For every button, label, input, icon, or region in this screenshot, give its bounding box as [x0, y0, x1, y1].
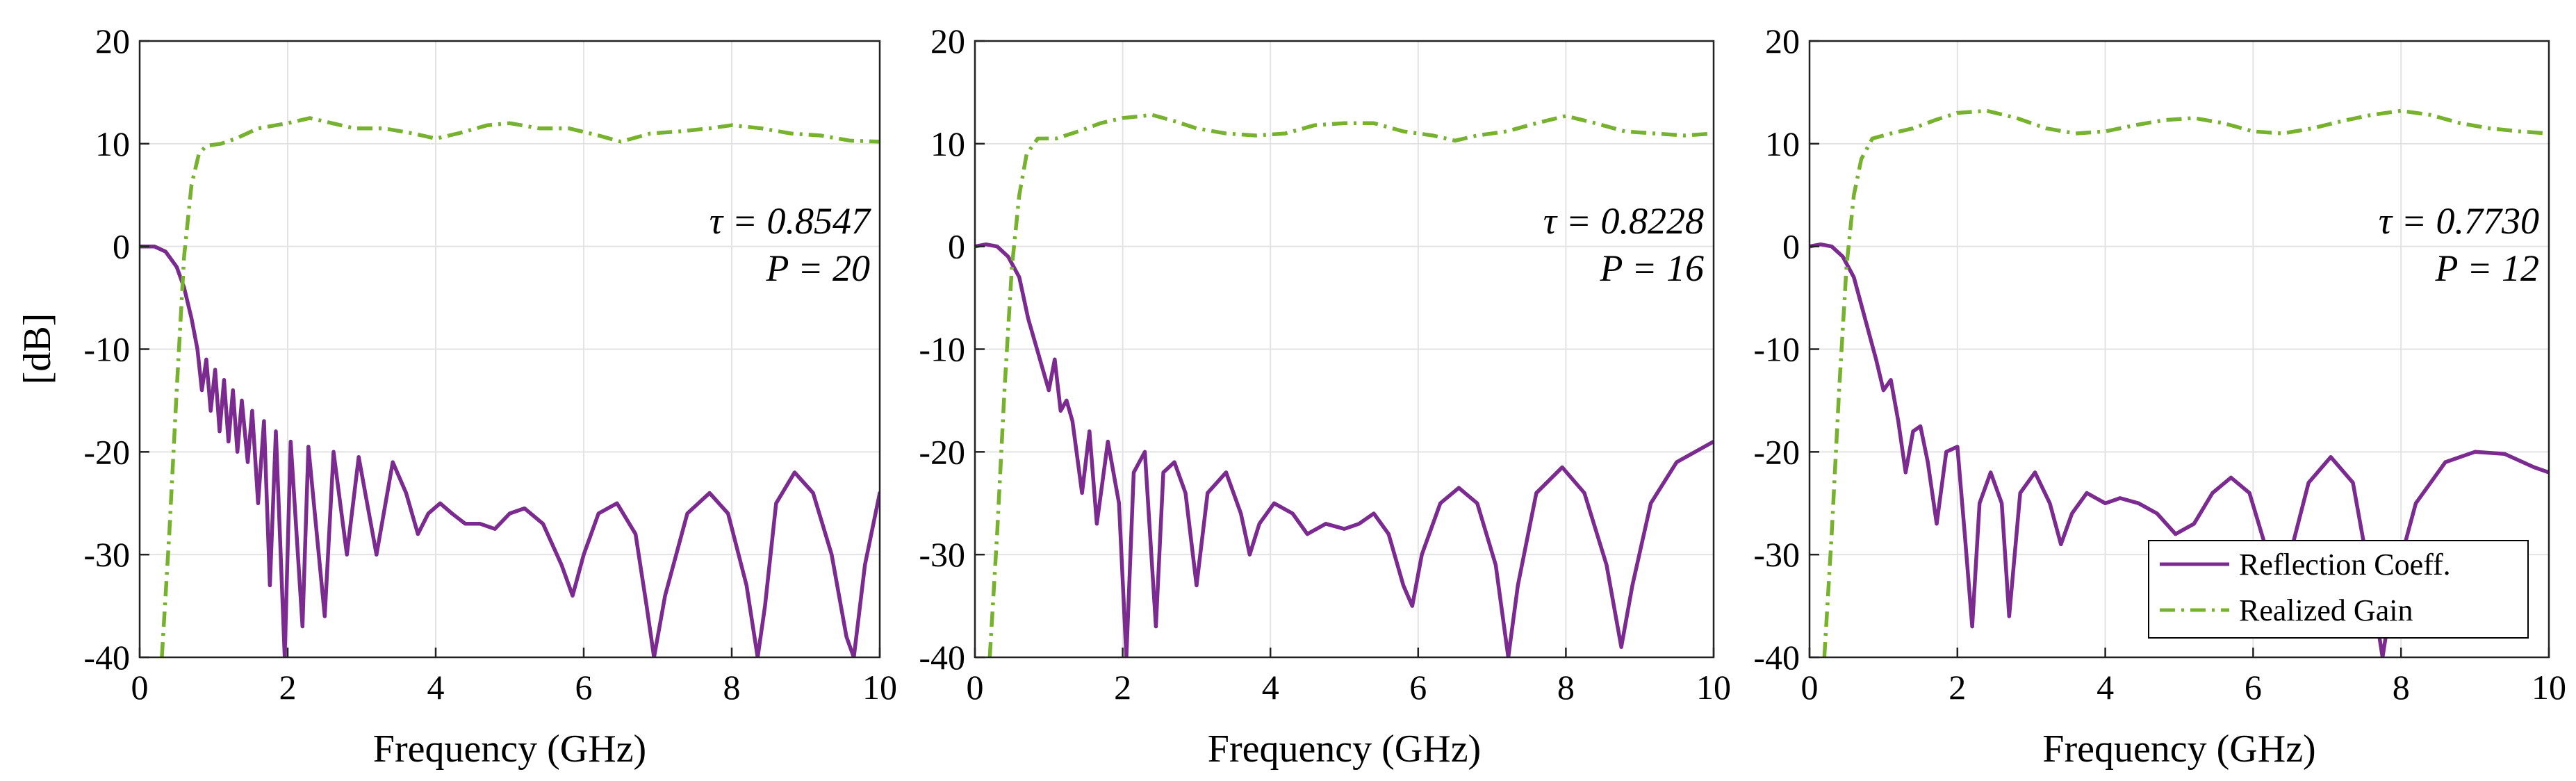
- annotation-line: P = 20: [766, 247, 870, 289]
- y-axis-title: [dB]: [16, 313, 59, 385]
- x-tick-label: 8: [723, 668, 741, 707]
- y-tick-label: 10: [1765, 124, 1800, 163]
- y-tick-label: -40: [1753, 638, 1800, 677]
- legend: Reflection Coeff. Realized Gain: [2148, 540, 2529, 639]
- annotation-line: τ = 0.8547: [709, 200, 871, 242]
- y-tick-label: -40: [83, 638, 130, 677]
- x-tick-label: 0: [1801, 668, 1819, 707]
- chart-panel-2: 0 2 4 6 8 10 -40 -30 -20 -10 0 10 20 Frequency (GHz) τ…: [919, 22, 1731, 771]
- x-tick-label: 6: [575, 668, 593, 707]
- series-group: [975, 113, 1714, 657]
- series-line-reflection-coeff: [140, 244, 880, 657]
- x-tick-label: 6: [1409, 668, 1427, 707]
- y-tick-label: 10: [930, 124, 965, 163]
- series-group: [1810, 108, 2549, 657]
- y-tick-label: 20: [95, 22, 130, 60]
- legend-label-gain: Realized Gain: [2239, 593, 2413, 627]
- x-tick-label: 10: [2532, 668, 2566, 707]
- series-group: [140, 116, 880, 657]
- x-tick-label: 10: [1696, 668, 1731, 707]
- x-tick-label: 2: [279, 668, 297, 707]
- y-tick-label: -20: [83, 432, 130, 471]
- x-tick-label: 2: [1949, 668, 1966, 707]
- y-tick-label: -30: [1753, 535, 1800, 574]
- y-tick-label: -10: [1753, 330, 1800, 369]
- x-tick-label: 8: [1557, 668, 1575, 707]
- y-tick-label: -20: [919, 432, 965, 471]
- y-tick-label: -40: [919, 638, 965, 677]
- annotation-line: P = 16: [1600, 247, 1704, 289]
- y-tick-label: 0: [948, 227, 965, 266]
- annotation-line: P = 12: [2435, 247, 2539, 289]
- legend-box: [2148, 540, 2529, 639]
- x-tick-label: 4: [2097, 668, 2114, 707]
- series-line-reflection-coeff: [975, 242, 1714, 657]
- y-tick-label: -20: [1753, 432, 1800, 471]
- x-tick-label: 4: [427, 668, 445, 707]
- x-tick-label: 6: [2245, 668, 2262, 707]
- x-tick-label: 4: [1262, 668, 1279, 707]
- x-tick-label: 2: [1114, 668, 1131, 707]
- x-axis-title: Frequency (GHz): [1208, 727, 1481, 771]
- y-tick-label: -30: [83, 535, 130, 574]
- y-tick-label: 0: [1782, 227, 1800, 266]
- x-axis-title: Frequency (GHz): [2042, 727, 2315, 771]
- y-tick-label: 20: [1765, 22, 1800, 60]
- y-tick-label: -10: [83, 330, 130, 369]
- y-tick-label: -10: [919, 330, 965, 369]
- legend-label-reflection: Reflection Coeff.: [2239, 548, 2451, 582]
- annotation-line: τ = 0.7730: [2379, 200, 2539, 242]
- series-line-realized-gain: [1822, 108, 2549, 657]
- chart-panel-1: 0 2 4 6 8 10 -40 -30 -20 -10 0 10 20 Frequency (GHz) τ…: [83, 22, 897, 771]
- x-axis-title: Frequency (GHz): [373, 727, 646, 771]
- x-tick-label: 0: [967, 668, 984, 707]
- series-line-realized-gain: [160, 116, 880, 657]
- y-tick-label: 20: [930, 22, 965, 60]
- x-tick-label: 8: [2393, 668, 2410, 707]
- y-tick-label: 10: [95, 124, 130, 163]
- x-tick-label: 0: [131, 668, 149, 707]
- x-tick-label: 10: [862, 668, 897, 707]
- y-tick-label: -30: [919, 535, 965, 574]
- annotation-line: τ = 0.8228: [1543, 200, 1704, 242]
- series-line-reflection-coeff: [1810, 242, 2549, 657]
- y-tick-label: 0: [113, 227, 130, 266]
